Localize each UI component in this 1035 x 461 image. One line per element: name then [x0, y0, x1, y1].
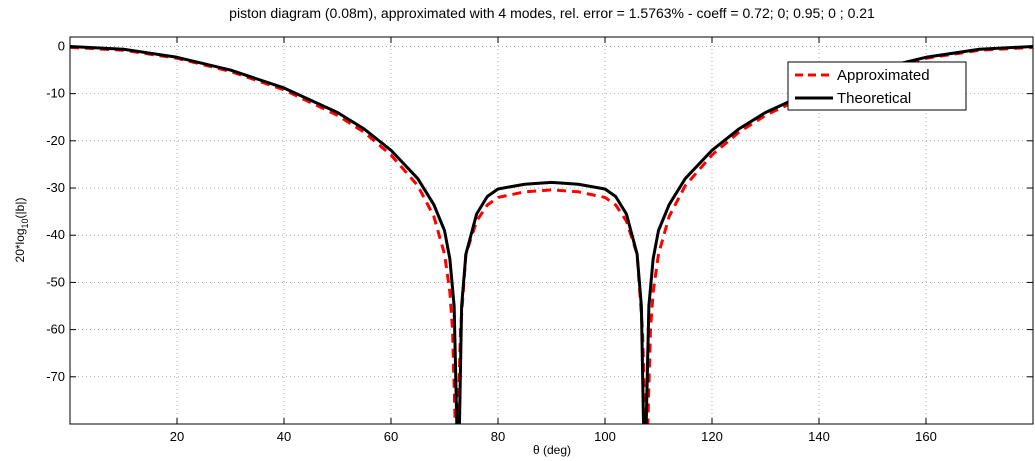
x-tick-label: 60 [384, 429, 398, 444]
y-tick-label: -50 [46, 274, 65, 289]
series-line-theoretical [70, 44, 1033, 424]
tick-layer: 20 40 60 80 100 120 140 160 0 -10 -20 -30 -40 -50 -60 -… [46, 37, 1033, 444]
y-tick-label: -40 [46, 227, 65, 242]
chart-title: piston diagram (0.08m), approximated wit… [229, 5, 875, 21]
legend-box [787, 61, 967, 111]
x-tick-label: 160 [915, 429, 937, 444]
y-axis-label: 20*log10(|b|) [13, 198, 30, 263]
y-tick-label: -70 [46, 369, 65, 384]
legend-label-theoretical: Theoretical [837, 90, 911, 107]
y-tick-label: -10 [46, 86, 65, 101]
legend-label-approximated: Approximated [837, 67, 930, 84]
x-tick-label: 140 [808, 429, 830, 444]
y-axis-label-tail: (|b|) [13, 198, 27, 219]
x-tick-label: 120 [701, 429, 723, 444]
y-tick-label: -60 [46, 322, 65, 337]
legend: Approximated Theoretical [787, 61, 967, 111]
y-tick-label: 0 [58, 38, 65, 53]
plot-frame [69, 36, 1034, 425]
y-tick-label: -30 [46, 180, 65, 195]
x-tick-label: 100 [594, 429, 616, 444]
x-axis-label: θ (deg) [533, 443, 571, 457]
x-tick-label: 40 [277, 429, 291, 444]
x-tick-label: 20 [170, 429, 184, 444]
series-line-approximated [70, 45, 1033, 424]
x-tick-label: 80 [491, 429, 505, 444]
y-axis-label-subscript: 10 [20, 218, 30, 228]
y-axis-label-main: 20*log [13, 228, 27, 262]
series-layer [70, 44, 1033, 424]
y-tick-label: -20 [46, 133, 65, 148]
